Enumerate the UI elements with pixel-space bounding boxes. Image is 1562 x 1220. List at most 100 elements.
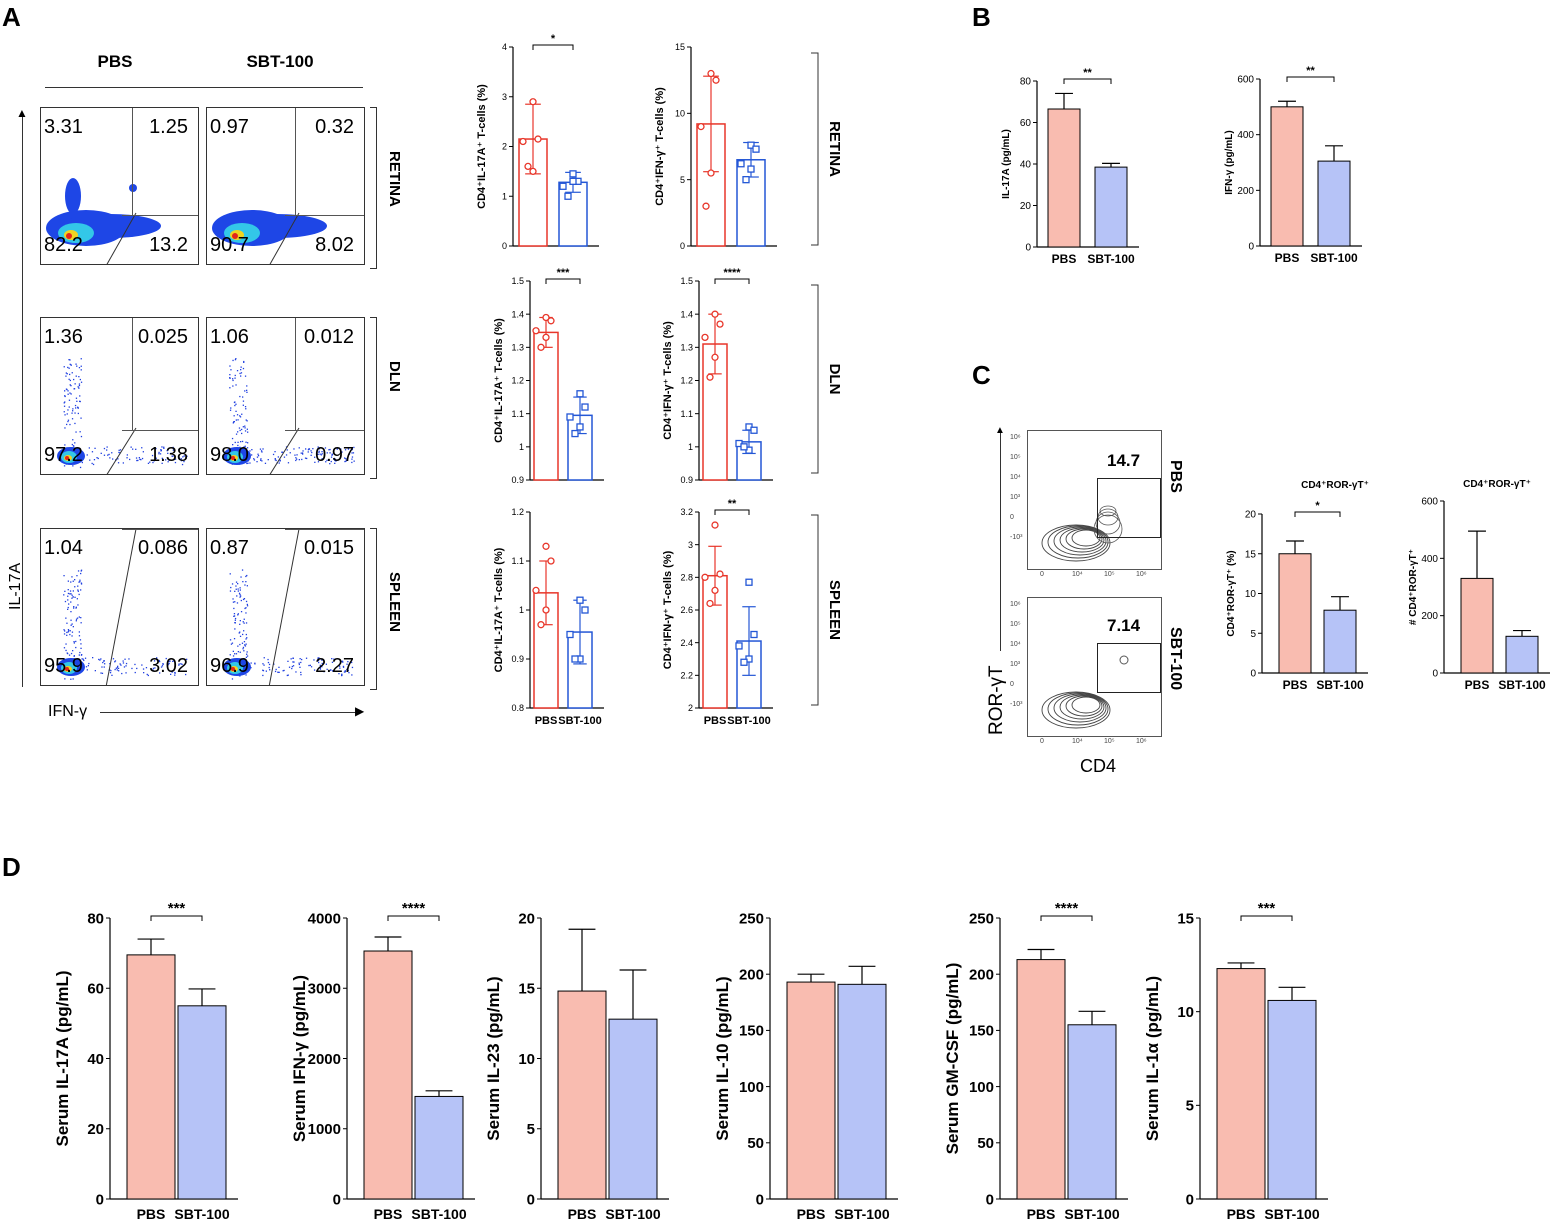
y-tick-label: 250 [739,910,764,927]
quadrant-vline [295,318,296,430]
density-blob [57,529,188,685]
y-tick-label: 5 [680,175,685,185]
data-point [702,202,710,210]
ror-y-tick: 10⁶ [1010,601,1021,608]
y-tick-label: 1.2 [680,376,693,386]
significance-bracket [714,278,750,284]
quadrant-ul-value: 1.04 [44,537,83,559]
x-tick-label: PBS [1027,1206,1056,1220]
flow-plot-retina-pbs: 3.31 1.25 82.2 13.2 [40,107,199,265]
tissue-label: SPLEEN [386,572,403,633]
flow-y-arrow-icon: ▲ [16,106,28,120]
flow-plot-dln-sbt: 1.06 0.012 98.0 0.97 [206,317,365,475]
ror-x-axis-label: CD4 [1080,756,1117,776]
y-tick-label: 1.5 [511,276,524,286]
data-point [576,596,584,604]
quadrant-hline [122,529,198,530]
quadrant-hline [122,430,198,431]
quadrant-vline [132,318,133,430]
bar-sbt-100 [608,1018,658,1200]
x-tick-label: SBT-100 [1087,252,1135,266]
x-tick-label: SBT-100 [1498,678,1546,692]
data-point [747,165,755,173]
data-point [711,353,719,361]
bar-sbt-100 [1317,160,1351,247]
y-tick-label: 1.5 [680,276,693,286]
data-point [742,176,750,184]
bar-pbs [126,954,176,1200]
gate-percentage: 14.7 [1107,451,1141,470]
data-point [529,167,537,176]
panel-letter-c: C [972,360,991,390]
y-tick-label: 0 [986,1191,994,1208]
quadrant-ll-value: 90.7 [210,234,249,256]
data-point [566,630,574,639]
data-point [581,606,589,614]
y-axis-label: IFN-γ (pg/mL) [1224,130,1235,194]
quadrant-ll-value: 98.0 [210,444,249,466]
quadrant-hline [285,430,364,431]
data-point [740,443,748,451]
data-point [750,630,758,639]
data-point [542,542,550,550]
density-blob [46,178,161,264]
quadrant-lr-value: 1.38 [149,444,188,466]
quadrant-ul-value: 0.97 [210,116,249,138]
ror-y-tick: 10⁶ [1010,434,1021,441]
quadrant-hline [285,215,364,216]
y-tick-label: 4000 [308,910,341,927]
data-point [701,333,709,342]
tissue-label: RETINA [386,151,403,207]
y-tick-label: 200 [1421,611,1438,622]
gate-percentage: 7.14 [1107,616,1141,635]
data-point [576,390,584,398]
y-tick-label: 40 [1020,160,1032,171]
flow-header-rule [45,87,363,88]
ror-row-label: SBT-100 [1167,627,1184,691]
data-point [707,169,715,177]
significance-stars: ** [1083,67,1092,79]
data-point [737,160,745,168]
data-point [716,320,724,328]
x-tick-label: SBT-100 [558,715,601,727]
y-tick-label: 0 [680,241,685,251]
quadrant-ul-value: 3.31 [44,116,83,138]
significance-bracket [1040,915,1093,921]
density-blob [223,358,355,474]
data-point [750,426,758,434]
quadrant-lr-value: 0.97 [315,444,354,466]
bar-sbt-100 [558,181,588,247]
flow-y-axis-line [22,112,23,687]
y-tick-label: 50 [747,1135,764,1152]
tissue-label: DLN [826,364,843,395]
x-tick-label: PBS [1227,1206,1256,1220]
data-point [542,313,550,322]
y-axis-label: Serum IL-10 (pg/mL) [713,976,732,1140]
y-tick-label: 10 [1177,1004,1194,1021]
x-tick-label: SBT-100 [605,1206,660,1220]
bar-pbs [1016,959,1066,1200]
bar-pbs [1216,968,1266,1200]
panel-letter-d: D [2,852,21,882]
y-tick-label: 1 [519,442,524,452]
data-point [576,423,584,431]
bar-pbs [533,331,559,481]
density-blob [212,210,327,264]
ror-y-tick: 10³ [1010,661,1021,668]
significance-bracket [150,915,203,921]
quadrant-ll-value: 97.2 [44,444,83,466]
data-point [735,642,743,650]
panel-letter-b: B [972,2,991,32]
ror-plot-sbt [1027,597,1162,737]
y-axis-label: CD4⁺ROR-γT⁺ (%) [1226,550,1237,636]
y-tick-label: 60 [87,981,104,998]
y-tick-label: 0 [96,1191,104,1208]
y-tick-label: 150 [969,1023,994,1040]
y-tick-label: 10 [518,1051,535,1068]
y-tick-label: 1 [502,191,507,201]
y-tick-label: 200 [739,966,764,983]
quadrant-ur-value: 0.086 [137,537,188,559]
data-point [571,429,579,438]
y-tick-label: 1.2 [511,376,524,386]
